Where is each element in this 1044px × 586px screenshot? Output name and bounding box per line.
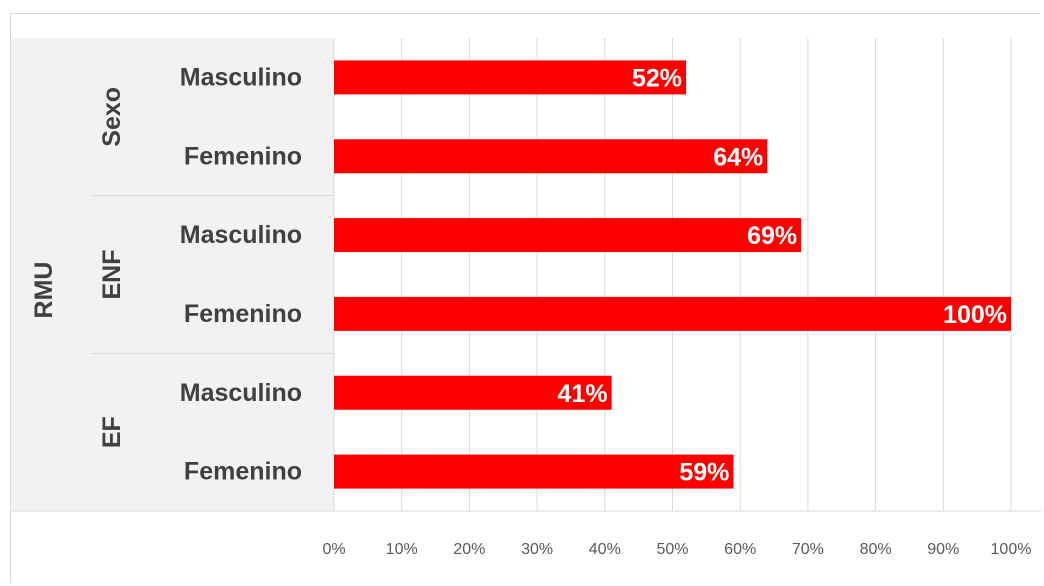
x-tick-label: 90% xyxy=(927,541,959,558)
x-tick-labels: 0% 10% 20% 30% 40% 50% 60% 70% 80% 90% 100% xyxy=(322,541,1031,558)
x-tick-label: 100% xyxy=(991,541,1032,558)
x-tick-label: 0% xyxy=(322,541,345,558)
x-tick-label: 70% xyxy=(792,541,824,558)
data-label: 52% xyxy=(632,64,682,92)
x-tick-label: 40% xyxy=(589,541,621,558)
x-tick-label: 50% xyxy=(656,541,688,558)
data-label: 100% xyxy=(943,301,1007,329)
x-tick-label: 60% xyxy=(724,541,756,558)
group-label: ENF xyxy=(98,250,126,300)
bar xyxy=(334,60,687,95)
x-tick-label: 20% xyxy=(453,541,485,558)
x-tick-label: 30% xyxy=(521,541,553,558)
category-label: Masculino xyxy=(180,221,302,249)
bar xyxy=(334,375,612,410)
label-panel xyxy=(11,38,334,511)
category-label: Femenino xyxy=(184,458,302,486)
data-labels: 52% 64% 69% 100% 41% 59% xyxy=(558,64,1007,486)
x-tick-label: 80% xyxy=(860,541,892,558)
category-label: Femenino xyxy=(184,300,302,328)
group-label: EF xyxy=(98,416,126,448)
bar xyxy=(334,296,1011,331)
category-label: Femenino xyxy=(184,142,302,170)
bar xyxy=(334,139,768,174)
category-label: Masculino xyxy=(180,379,302,407)
data-label: 41% xyxy=(558,380,608,408)
bar xyxy=(334,454,734,489)
group-labels: Sexo ENF EF xyxy=(98,87,126,448)
category-label: Masculino xyxy=(180,63,302,91)
group-label: Sexo xyxy=(98,87,126,147)
x-tick-label: 10% xyxy=(386,541,418,558)
data-label: 69% xyxy=(747,222,797,250)
gridlines xyxy=(333,38,1012,511)
bars xyxy=(334,60,1011,489)
group-separators xyxy=(11,38,1041,512)
category-labels: Masculino Femenino Masculino Femenino Mascul… xyxy=(180,63,302,485)
data-label: 59% xyxy=(679,459,729,487)
bar xyxy=(334,218,802,253)
data-label: 64% xyxy=(713,143,763,171)
chart-frame xyxy=(10,13,1040,583)
outer-axis-label: RMU xyxy=(30,262,58,319)
